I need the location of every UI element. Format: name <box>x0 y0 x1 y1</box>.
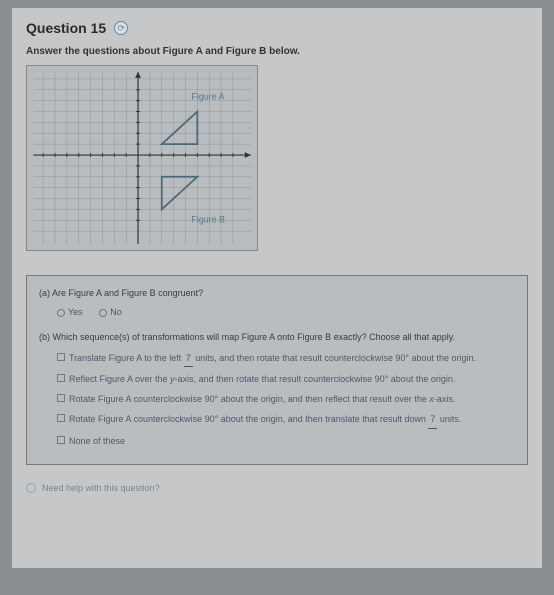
question-title: Question 15 <box>26 20 106 36</box>
option-3-text: Rotate Figure A counterclockwise 90° abo… <box>69 392 455 407</box>
part-b-label: (b) <box>39 332 50 342</box>
checkbox-icon <box>57 353 65 361</box>
option-4-text: Rotate Figure A counterclockwise 90° abo… <box>69 412 461 428</box>
radio-no-label: No <box>110 305 122 320</box>
figure-b-label: Figure B <box>191 214 225 224</box>
instruction-text: Answer the questions about Figure A and … <box>26 46 528 57</box>
part-b-question: Which sequence(s) of transformations wil… <box>53 332 456 342</box>
refresh-icon[interactable]: ⟳ <box>114 21 128 35</box>
part-a-label: (a) <box>39 288 50 298</box>
option-2[interactable]: Reflect Figure A over the y-axis, and th… <box>39 372 515 387</box>
option-2-text: Reflect Figure A over the y-axis, and th… <box>69 372 455 387</box>
figure-b-shape <box>162 177 198 210</box>
question-page: Question 15 ⟳ Answer the questions about… <box>12 8 542 568</box>
need-help-link[interactable]: Need help with this question? <box>26 483 528 493</box>
option-1-text: Translate Figure A to the left 7 units, … <box>69 351 476 367</box>
graph-svg: Figure A Figure B <box>33 72 251 244</box>
coordinate-graph: Figure A Figure B <box>26 65 258 251</box>
radio-yes-label: Yes <box>68 305 83 320</box>
question-header: Question 15 ⟳ <box>26 20 528 36</box>
part-a-options: Yes No <box>39 305 515 322</box>
option-5-text: None of these <box>69 434 125 449</box>
option-3[interactable]: Rotate Figure A counterclockwise 90° abo… <box>39 392 515 407</box>
option-5[interactable]: None of these <box>39 434 515 449</box>
figure-a-shape <box>162 112 198 145</box>
radio-no[interactable]: No <box>99 305 122 320</box>
checkbox-icon <box>57 436 65 444</box>
part-a-question: Are Figure A and Figure B congruent? <box>52 288 203 298</box>
need-help-text: Need help with this question? <box>42 483 160 493</box>
part-a: (a) Are Figure A and Figure B congruent? <box>39 286 515 301</box>
figure-a-label: Figure A <box>191 92 224 102</box>
radio-icon <box>99 309 107 317</box>
part-b: (b) Which sequence(s) of transformations… <box>39 330 515 345</box>
radio-icon <box>57 309 65 317</box>
checkbox-icon <box>57 394 65 402</box>
answer-box: (a) Are Figure A and Figure B congruent?… <box>26 275 528 465</box>
checkbox-icon <box>57 414 65 422</box>
help-icon <box>26 483 36 493</box>
radio-yes[interactable]: Yes <box>57 305 83 320</box>
checkbox-icon <box>57 374 65 382</box>
option-1[interactable]: Translate Figure A to the left 7 units, … <box>39 351 515 367</box>
option-4[interactable]: Rotate Figure A counterclockwise 90° abo… <box>39 412 515 428</box>
